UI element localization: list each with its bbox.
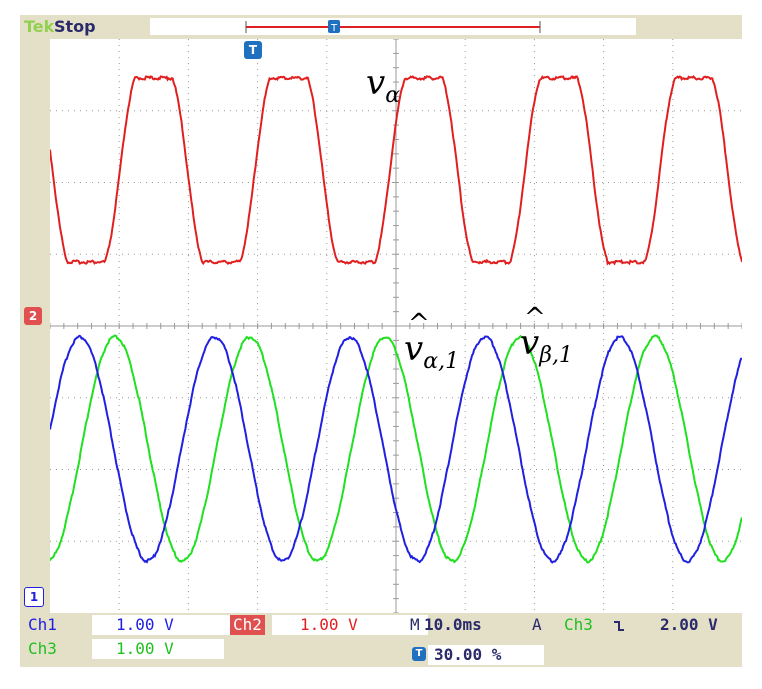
ch2-scale[interactable]: 1.00 V	[272, 615, 428, 635]
waveform-display[interactable]: T vα ^ vα,1 ^ vβ,1	[50, 39, 742, 613]
ch1-scale[interactable]: 1.00 V	[92, 615, 244, 635]
top-status-bar: Tek Stop T	[20, 15, 742, 39]
trigger-level[interactable]: 2.00 V	[660, 615, 718, 634]
ch1-trace	[50, 334, 742, 564]
oscilloscope-frame: Tek Stop T T vα ^	[20, 15, 742, 667]
svg-text:T: T	[330, 23, 338, 34]
ch3-scale[interactable]: 1.00 V	[92, 639, 224, 659]
ch1-ground-marker[interactable]: 1	[24, 587, 44, 607]
run-state-label: Stop	[54, 17, 96, 36]
trigger-mode: A	[532, 615, 542, 634]
trigger-source[interactable]: Ch3	[564, 615, 593, 634]
ch1-name[interactable]: Ch1	[28, 615, 57, 634]
trigger-position-icon: T	[328, 20, 340, 34]
readout-bar: Ch1 1.00 V Ch2 1.00 V M 10.0ms A Ch3 2.0…	[20, 613, 742, 667]
timebase-value[interactable]: 10.0ms	[424, 615, 482, 634]
trigger-position[interactable]: 30.00 %	[428, 645, 544, 665]
ch2-name[interactable]: Ch2	[230, 615, 265, 635]
ch3-name[interactable]: Ch3	[28, 639, 57, 658]
falling-edge-icon	[612, 618, 626, 637]
timebase-prefix: M	[410, 615, 420, 634]
v-beta1-hat-label: ^ vβ,1	[520, 303, 573, 368]
ch2-ground-marker[interactable]: 2	[24, 307, 42, 325]
ch2-trace	[50, 74, 742, 266]
trigger-position-marker-icon: T	[412, 647, 426, 661]
brand-logo: Tek	[24, 17, 55, 36]
record-position-bar[interactable]: T	[150, 18, 636, 35]
trigger-marker-icon: T	[244, 41, 262, 59]
graticule	[50, 39, 742, 613]
v-alpha-label: vα	[366, 63, 401, 108]
v-alpha1-hat-label: ^ vα,1	[404, 309, 460, 374]
